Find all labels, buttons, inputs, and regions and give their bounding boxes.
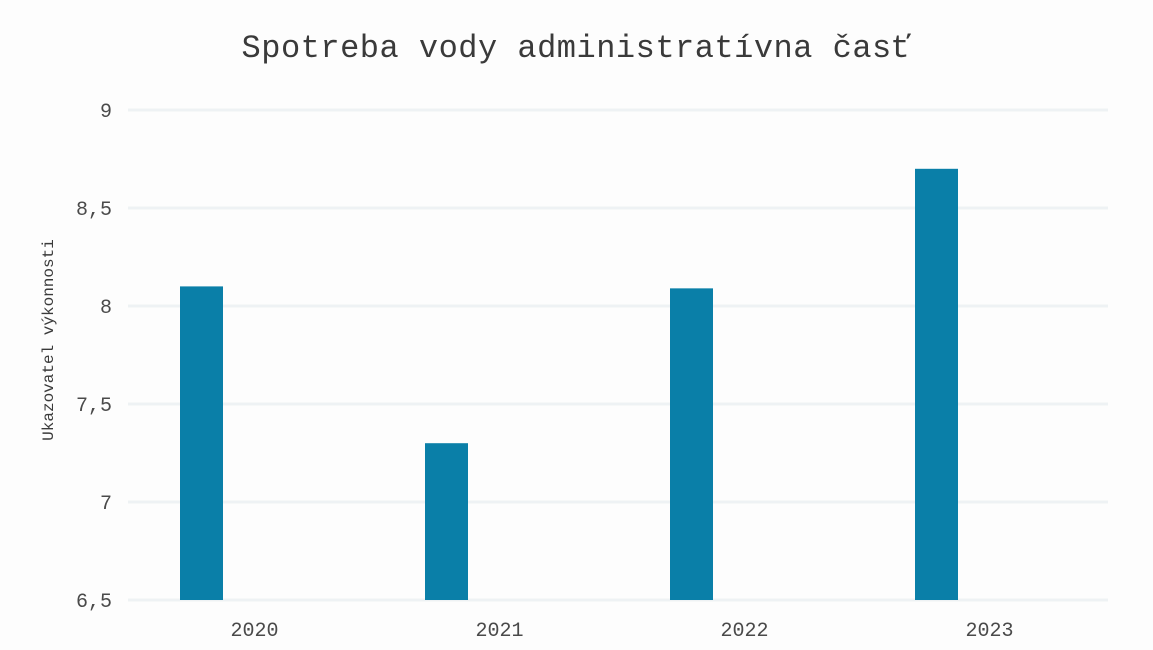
y-tick-label: 6,5 <box>76 591 112 614</box>
x-tick-label: 2020 <box>230 620 278 643</box>
x-tick-label: 2021 <box>475 620 523 643</box>
y-tick-label: 7,5 <box>76 395 112 418</box>
bar-2020 <box>180 286 223 600</box>
y-tick-label: 8 <box>100 297 112 320</box>
x-tick-label: 2023 <box>965 620 1013 643</box>
x-tick-label: 2022 <box>720 620 768 643</box>
y-tick-label: 8,5 <box>76 199 112 222</box>
bar-2023 <box>915 168 958 601</box>
bar-2022 <box>670 288 713 600</box>
y-tick-label: 7 <box>100 493 112 516</box>
chart-title: Spotreba vody administratívna časť <box>241 30 912 67</box>
bar-2021 <box>425 443 468 600</box>
y-tick-label: 9 <box>100 101 112 124</box>
